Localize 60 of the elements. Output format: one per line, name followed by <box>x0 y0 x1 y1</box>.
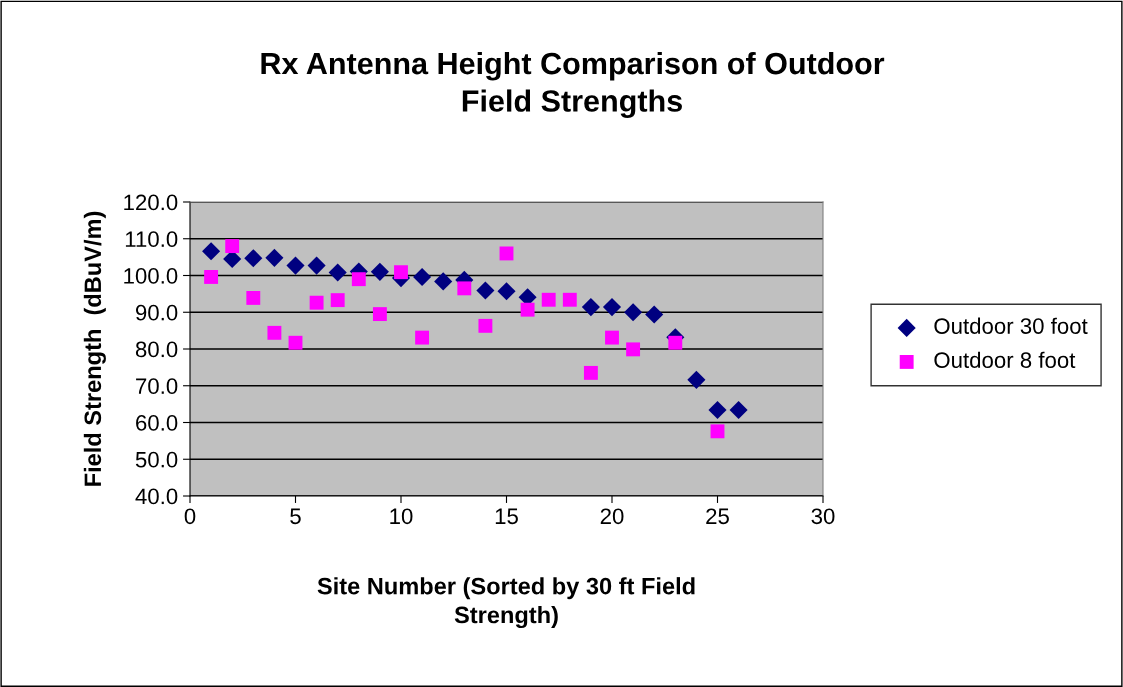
x-tick-label: 30 <box>811 508 835 525</box>
point <box>394 265 408 280</box>
legend-label: Outdoor 30 foot <box>934 317 1088 334</box>
point <box>476 281 495 300</box>
y-tick-label: 80.0 <box>135 341 178 358</box>
point <box>328 263 347 282</box>
point <box>288 335 303 350</box>
y-tick-label: 90.0 <box>135 304 178 321</box>
point <box>581 298 600 317</box>
point <box>202 242 221 261</box>
point <box>497 282 516 301</box>
point <box>286 256 305 275</box>
y-tick-label: 120.0 <box>124 194 178 211</box>
x-axis-title: Site Number (Sorted by 30 ft Field Strength) <box>317 577 695 629</box>
x-tick-label: 5 <box>290 508 301 525</box>
point <box>434 272 453 291</box>
point <box>710 424 725 439</box>
x-tick-label: 20 <box>600 508 624 525</box>
x-tick-label: 0 <box>184 508 196 525</box>
point <box>562 292 577 307</box>
point <box>244 249 263 268</box>
point <box>372 307 387 322</box>
point <box>413 267 432 287</box>
point <box>307 256 326 275</box>
point <box>541 292 556 307</box>
x-tick-label: 15 <box>495 508 518 525</box>
point <box>583 365 598 380</box>
point <box>370 262 389 281</box>
y-axis-title: Field Strength (dBuV/m) <box>83 211 106 486</box>
point <box>605 330 619 345</box>
point <box>708 400 727 420</box>
chart-title: Rx Antenna Height Comparison of Outdoor Field Strengths <box>261 51 885 119</box>
y-tick-label: 70.0 <box>136 378 178 395</box>
point <box>204 270 219 284</box>
point <box>309 295 324 310</box>
y-tick-label: 60.0 <box>136 415 178 431</box>
x-tick-label: 10 <box>390 508 413 525</box>
point <box>520 302 535 317</box>
point <box>626 342 641 357</box>
point <box>645 305 664 324</box>
y-tick-label: 110.0 <box>125 231 178 248</box>
point <box>729 400 748 420</box>
point <box>602 298 622 317</box>
legend-label: Outdoor 8 foot <box>934 351 1076 368</box>
y-tick-label: 40.0 <box>135 488 178 505</box>
point <box>687 370 706 389</box>
point <box>351 272 366 287</box>
point <box>668 335 683 350</box>
point <box>478 318 493 333</box>
point <box>246 290 261 305</box>
point <box>330 293 345 308</box>
point <box>265 248 284 267</box>
point <box>624 303 643 322</box>
point <box>415 330 430 345</box>
y-tick-label: 100.0 <box>124 268 178 284</box>
y-tick-label: 50.0 <box>135 451 178 468</box>
point <box>267 325 282 340</box>
point <box>457 281 472 296</box>
x-tick-label: 25 <box>706 508 729 525</box>
point <box>225 239 240 254</box>
